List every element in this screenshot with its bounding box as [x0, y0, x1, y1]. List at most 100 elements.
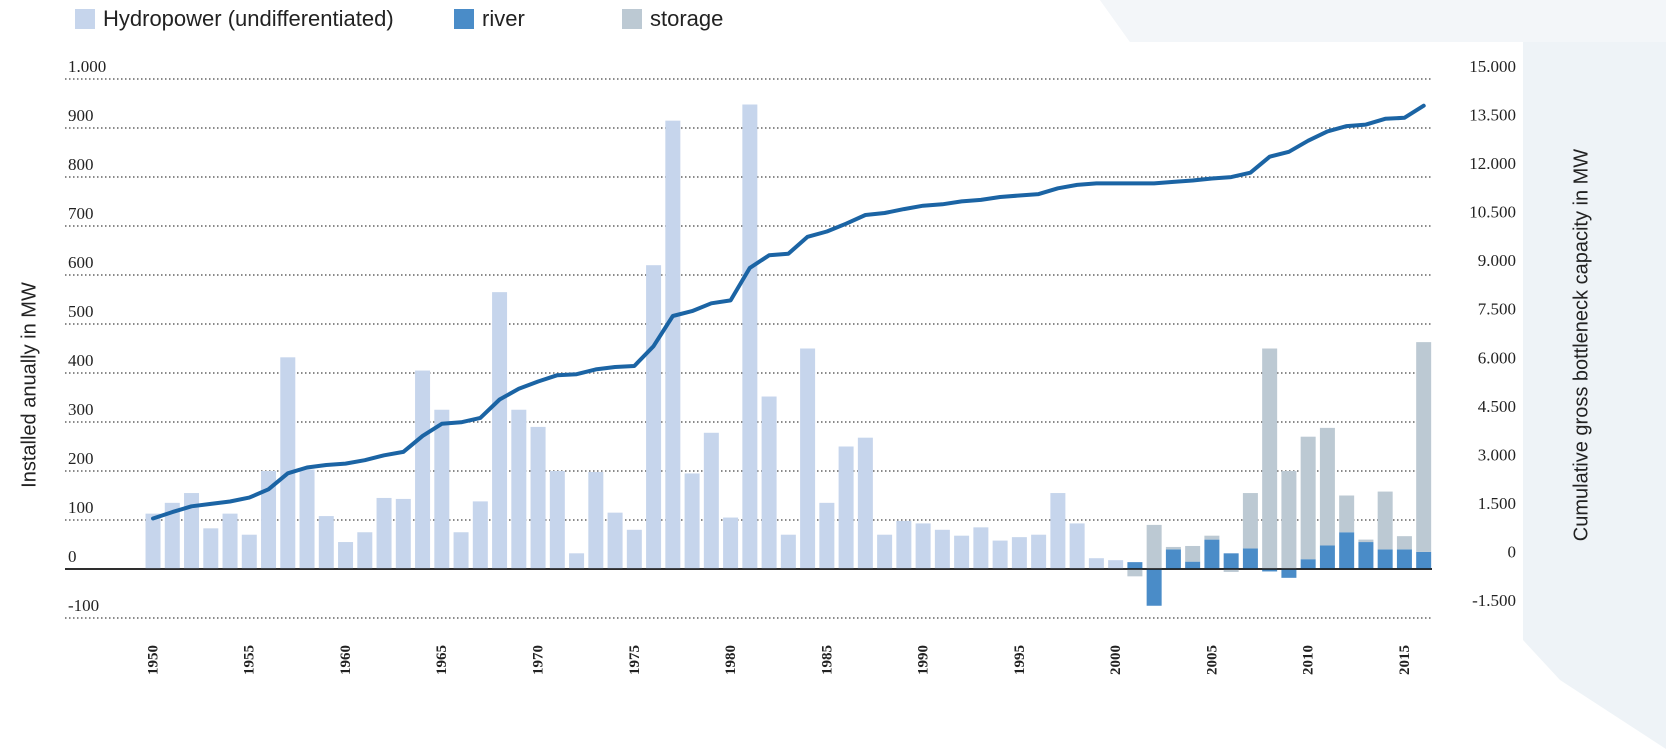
bar [569, 553, 585, 569]
y-tick-label: -100 [68, 596, 99, 615]
y-tick-label: 800 [68, 155, 94, 174]
x-tick-label: 1960 [338, 645, 354, 675]
bar [646, 265, 662, 569]
bar [1204, 535, 1220, 540]
y2-tick-label: 3.000 [1478, 445, 1516, 464]
y2-tick-label: 4.500 [1478, 397, 1516, 416]
bar [1088, 558, 1104, 569]
bar [203, 528, 219, 569]
y-tick-label: 100 [68, 498, 94, 517]
bar [434, 409, 450, 569]
x-tick-label: 2005 [1204, 645, 1220, 675]
y2-tick-label: 0 [1508, 542, 1517, 561]
bar [549, 471, 565, 569]
bar [1358, 539, 1374, 543]
x-tick-label: 2000 [1108, 645, 1124, 675]
bar [723, 517, 739, 569]
y-axis-title: Installed anually in MW [18, 282, 40, 488]
bar [588, 471, 604, 569]
bar [1319, 545, 1335, 569]
y2-tick-label: -1.500 [1472, 591, 1516, 610]
bar [1146, 524, 1162, 569]
bar [1262, 569, 1278, 572]
bar [665, 120, 681, 570]
bar [1416, 342, 1432, 552]
bar [1127, 569, 1143, 577]
bar [896, 520, 912, 569]
bar [338, 542, 354, 569]
bar [973, 527, 989, 569]
bar [684, 473, 700, 569]
bar [1300, 559, 1316, 569]
bar [376, 497, 392, 569]
bar [1223, 553, 1239, 569]
bar [357, 532, 373, 569]
y2-tick-label: 1.500 [1478, 494, 1516, 513]
y2-axis-title: Cumulative gross bottleneck capacity in … [1570, 149, 1592, 541]
x-tick-label: 1965 [434, 645, 450, 675]
bar [954, 535, 970, 569]
bar [1223, 569, 1239, 572]
bar [1185, 545, 1201, 562]
bar [780, 534, 796, 569]
bar [1185, 561, 1201, 569]
bar [453, 532, 469, 569]
bar [992, 540, 1008, 569]
bar [1242, 493, 1258, 549]
bar [703, 432, 719, 569]
bar [1281, 569, 1297, 578]
x-tick-label: 1950 [145, 645, 161, 675]
y2-tick-label: 9.000 [1478, 251, 1516, 270]
bar [299, 469, 315, 569]
bar [626, 529, 642, 569]
bar [857, 437, 873, 569]
bar [184, 493, 200, 569]
bar [877, 534, 893, 569]
bar [1031, 534, 1047, 569]
bar [1377, 549, 1393, 569]
y2-tick-label: 15.000 [1469, 57, 1516, 76]
bar [761, 396, 777, 569]
x-tick-label: 1980 [723, 645, 739, 675]
bar [838, 446, 854, 569]
bar [145, 513, 161, 569]
bar [1108, 560, 1124, 569]
bar [1127, 562, 1143, 569]
x-tick-label: 1970 [531, 645, 547, 675]
bar [511, 409, 527, 569]
bar [415, 370, 431, 569]
bar [1396, 536, 1412, 550]
cumulative-line [151, 103, 1426, 521]
bar [819, 502, 835, 569]
y2-tick-label: 10.500 [1469, 203, 1516, 222]
x-tick-label: 2015 [1397, 645, 1413, 675]
y-tick-label: 0 [68, 547, 77, 566]
y2-tick-label: 7.500 [1478, 300, 1516, 319]
bar [1204, 539, 1220, 569]
bar [1069, 523, 1085, 569]
y2-tick-label: 12.000 [1469, 154, 1516, 173]
y-tick-label: 300 [68, 400, 94, 419]
bar [915, 523, 931, 569]
legend-label: storage [650, 6, 723, 31]
bar [492, 292, 508, 569]
bar [1396, 549, 1412, 569]
bar [164, 502, 180, 569]
legend-swatch [454, 9, 474, 29]
bar [607, 512, 623, 569]
y-tick-label: 700 [68, 204, 94, 223]
bar [1300, 436, 1316, 560]
x-tick-label: 1985 [819, 645, 835, 675]
bar [1358, 542, 1374, 569]
y2-tick-label: 13.500 [1469, 105, 1516, 124]
bar [1319, 427, 1335, 546]
y-tick-label: 500 [68, 302, 94, 321]
legend-label: Hydropower (undifferentiated) [103, 6, 394, 31]
bar [222, 513, 238, 569]
y-tick-label: 600 [68, 253, 94, 272]
y-tick-label: 900 [68, 106, 94, 125]
x-tick-label: 1995 [1012, 645, 1028, 675]
bar [1011, 537, 1027, 569]
bar [1339, 495, 1355, 533]
